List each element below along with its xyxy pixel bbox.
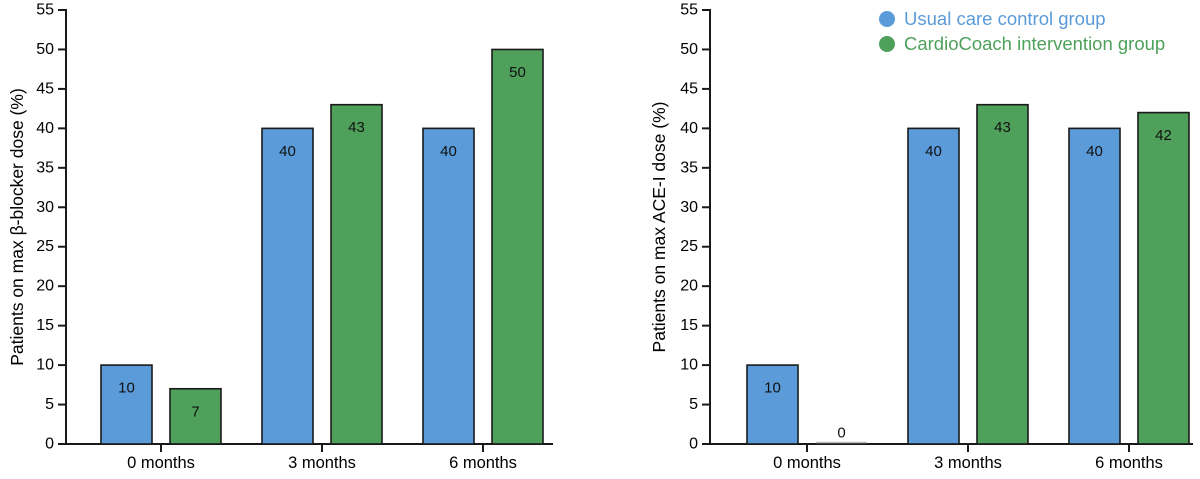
y-axis-title: Patients on max β-blocker dose (%) xyxy=(7,88,27,366)
bar-value-label: 40 xyxy=(279,143,296,160)
y-tick-label: 5 xyxy=(689,396,698,413)
x-tick-label: 3 months xyxy=(288,454,356,472)
y-tick-label: 35 xyxy=(680,159,698,176)
bar-value-label: 0 xyxy=(837,425,845,442)
x-tick-label: 0 months xyxy=(773,454,841,472)
bar-control xyxy=(100,364,153,445)
y-tick-label: 30 xyxy=(36,199,54,216)
y-tick-label: 50 xyxy=(36,41,54,58)
bar-value-label: 40 xyxy=(925,143,942,160)
bar-intervention xyxy=(169,387,222,445)
bar-control xyxy=(422,127,475,445)
y-tick-label: 0 xyxy=(689,436,698,453)
bar-value-label: 50 xyxy=(509,64,526,81)
bar-value-label: 42 xyxy=(1155,127,1172,144)
y-tick-label: 15 xyxy=(36,317,54,334)
y-tick-label: 55 xyxy=(36,2,54,19)
y-tick-label: 35 xyxy=(36,159,54,176)
y-tick-label: 45 xyxy=(680,80,698,97)
y-tick-label: 40 xyxy=(680,120,698,137)
y-tick-label: 10 xyxy=(680,357,698,374)
y-tick-label: 25 xyxy=(36,238,54,255)
y-tick-label: 20 xyxy=(36,278,54,295)
x-tick-label: 3 months xyxy=(934,454,1002,472)
y-tick-label: 20 xyxy=(680,278,698,295)
bar-value-label: 7 xyxy=(191,403,199,420)
y-axis-title: Patients on max ACE-I dose (%) xyxy=(649,102,669,353)
bar-intervention xyxy=(330,103,383,445)
bar-intervention xyxy=(976,103,1029,445)
bar-value-label: 10 xyxy=(118,380,135,397)
y-tick-label: 30 xyxy=(680,199,698,216)
y-tick-label: 25 xyxy=(680,238,698,255)
bar-intervention xyxy=(491,48,544,445)
bar-control xyxy=(261,127,314,445)
bar-value-label: 43 xyxy=(348,119,365,136)
legend-marker-intervention-icon xyxy=(879,36,895,52)
bar-intervention xyxy=(1137,111,1190,445)
y-tick-label: 0 xyxy=(45,436,54,453)
y-tick-label: 5 xyxy=(45,396,54,413)
bar-value-label: 43 xyxy=(994,119,1011,136)
y-tick-label: 15 xyxy=(680,317,698,334)
y-tick-label: 50 xyxy=(680,41,698,58)
y-tick-label: 45 xyxy=(36,80,54,97)
y-tick-label: 55 xyxy=(680,2,698,19)
y-tick-label: 40 xyxy=(36,120,54,137)
legend: Usual care control group CardioCoach int… xyxy=(879,8,1165,55)
y-tick-label: 10 xyxy=(36,357,54,374)
legend-item-control: Usual care control group xyxy=(879,8,1165,30)
bar-value-label: 40 xyxy=(1086,143,1103,160)
legend-label-intervention: CardioCoach intervention group xyxy=(904,32,1166,54)
bar-control xyxy=(746,364,799,445)
x-tick-label: 0 months xyxy=(127,454,195,472)
bar-control xyxy=(1068,127,1121,445)
legend-marker-control-icon xyxy=(879,11,895,27)
legend-item-intervention: CardioCoach intervention group xyxy=(879,33,1165,55)
x-tick-label: 6 months xyxy=(449,454,517,472)
bar-value-label: 10 xyxy=(764,380,781,397)
bar-control xyxy=(907,127,960,445)
bar-value-label: 40 xyxy=(440,143,457,160)
legend-label-control: Usual care control group xyxy=(904,7,1106,29)
x-tick-label: 6 months xyxy=(1095,454,1163,472)
